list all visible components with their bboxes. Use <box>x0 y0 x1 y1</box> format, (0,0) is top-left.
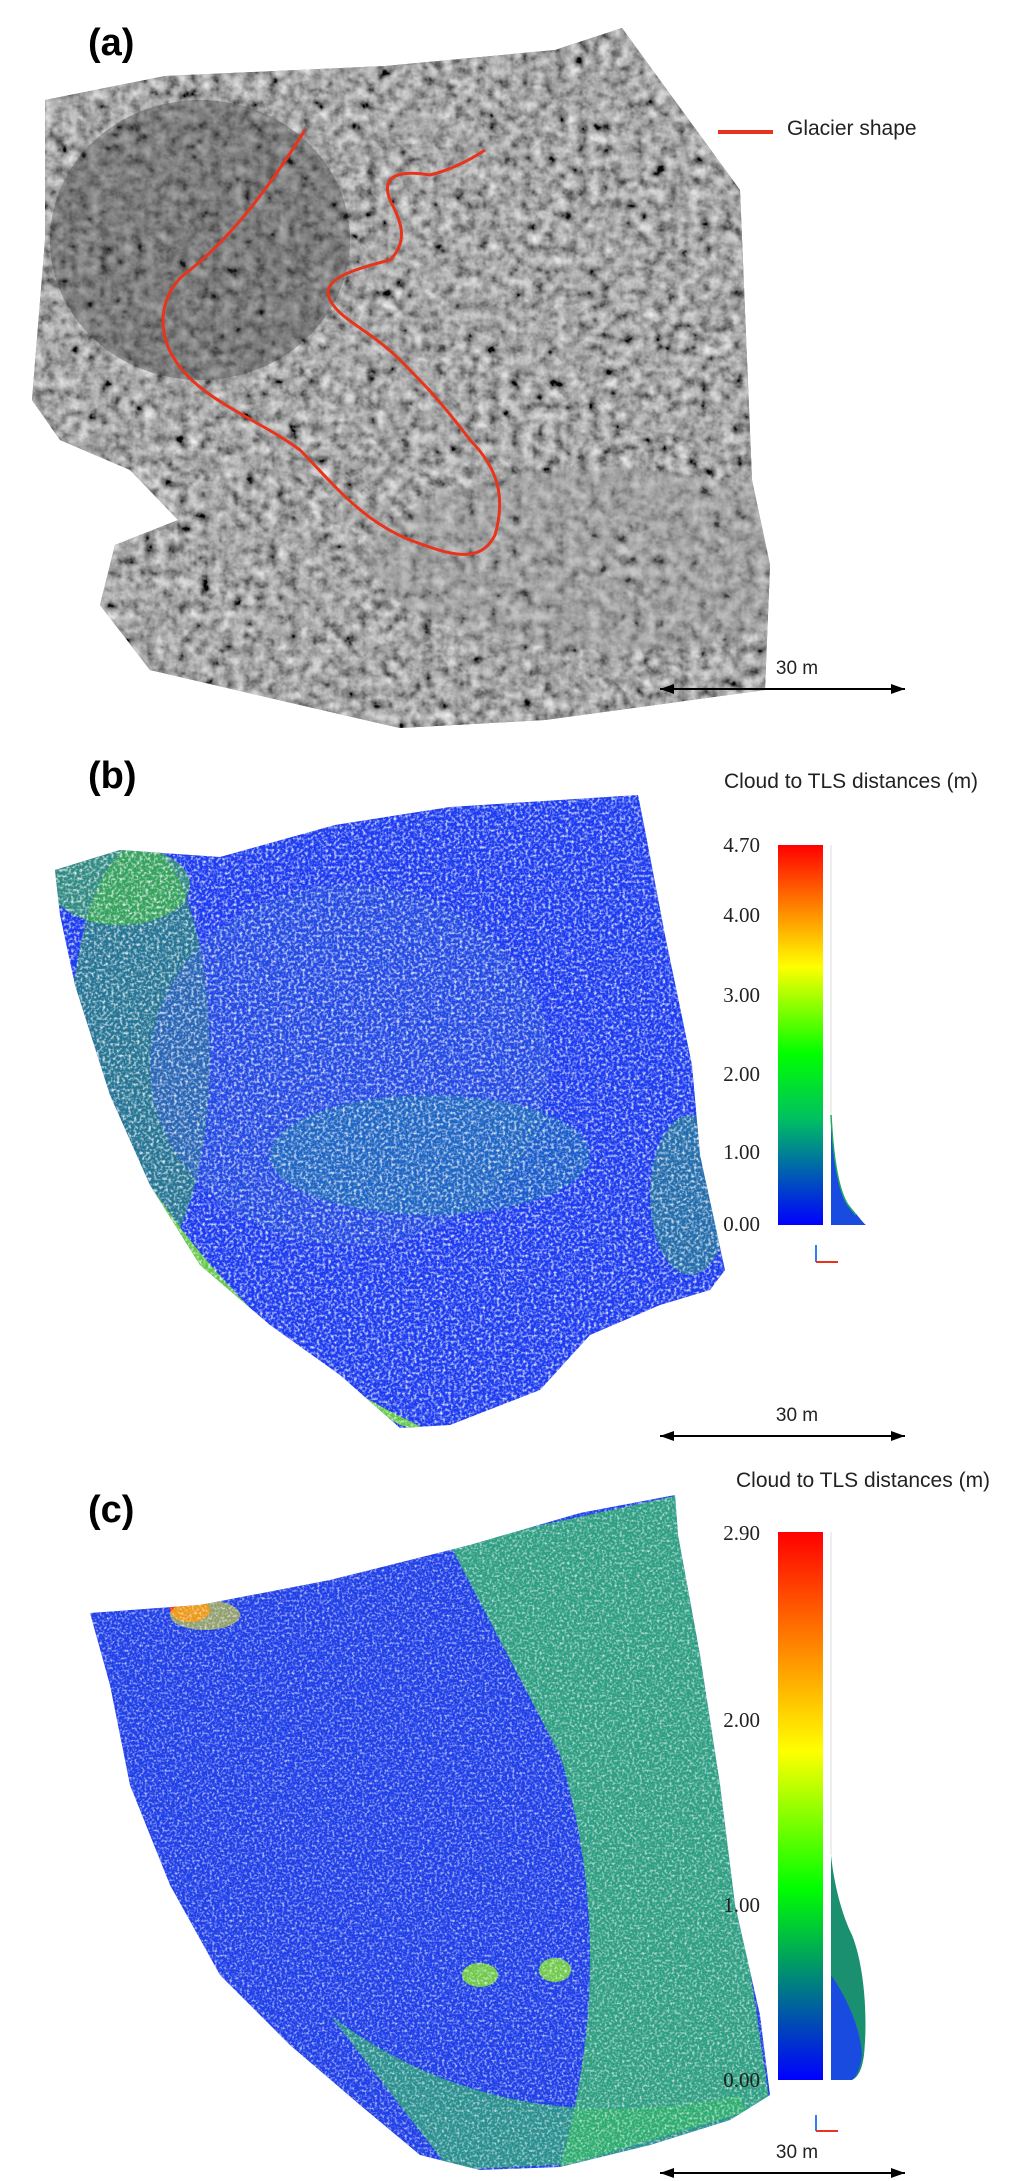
tick-label: 4.00 <box>723 903 760 927</box>
tick-label: 0.00 <box>723 2068 760 2092</box>
tick-label: 2.00 <box>723 1708 760 1732</box>
axis-gizmo-c <box>815 2115 838 2132</box>
panel-a-label: (a) <box>88 22 135 64</box>
tick-label: 4.70 <box>723 833 760 857</box>
glacier-outline <box>161 129 502 556</box>
legend-glacier-shape: Glacier shape <box>787 117 917 140</box>
scale-label-c: 30 m <box>775 2142 819 2163</box>
panel-b: (b) Cloud to TLS distances (m) 4.70 4.00… <box>0 735 1024 1455</box>
tick-label: 0.00 <box>723 1212 760 1236</box>
panel-c-label: (c) <box>88 1489 135 1531</box>
tick-label: 2.00 <box>723 1062 760 1086</box>
panel-c: (c) Cloud to TLS distances (m) 2.90 2.00… <box>0 1455 1024 2181</box>
colorbar-title-c: Cloud to TLS distances (m) <box>736 1469 991 1492</box>
tick-label: 3.00 <box>723 983 760 1007</box>
tick-label: 2.90 <box>723 1521 760 1545</box>
point-cloud-c <box>90 1495 905 2178</box>
scale-bar-b <box>660 1431 905 1441</box>
colorbar-c <box>778 1532 823 2080</box>
scale-bar-a <box>660 684 905 694</box>
axis-gizmo-b <box>815 1245 838 1263</box>
panel-b-label: (b) <box>88 755 137 797</box>
colorbar-title-b: Cloud to TLS distances (m) <box>724 770 979 793</box>
colorbar-b <box>778 845 823 1225</box>
tick-label: 1.00 <box>723 1140 760 1164</box>
scale-label-a: 30 m <box>775 658 819 679</box>
tick-label: 1.00 <box>723 1893 760 1917</box>
point-cloud-b <box>55 795 905 1441</box>
panel-a: (a) Glacier shape 30 m <box>0 0 1024 735</box>
histogram-b <box>831 1115 866 1225</box>
scale-bar-c <box>660 2168 905 2178</box>
hillshade-map <box>32 28 905 728</box>
scale-label-b: 30 m <box>775 1405 819 1426</box>
